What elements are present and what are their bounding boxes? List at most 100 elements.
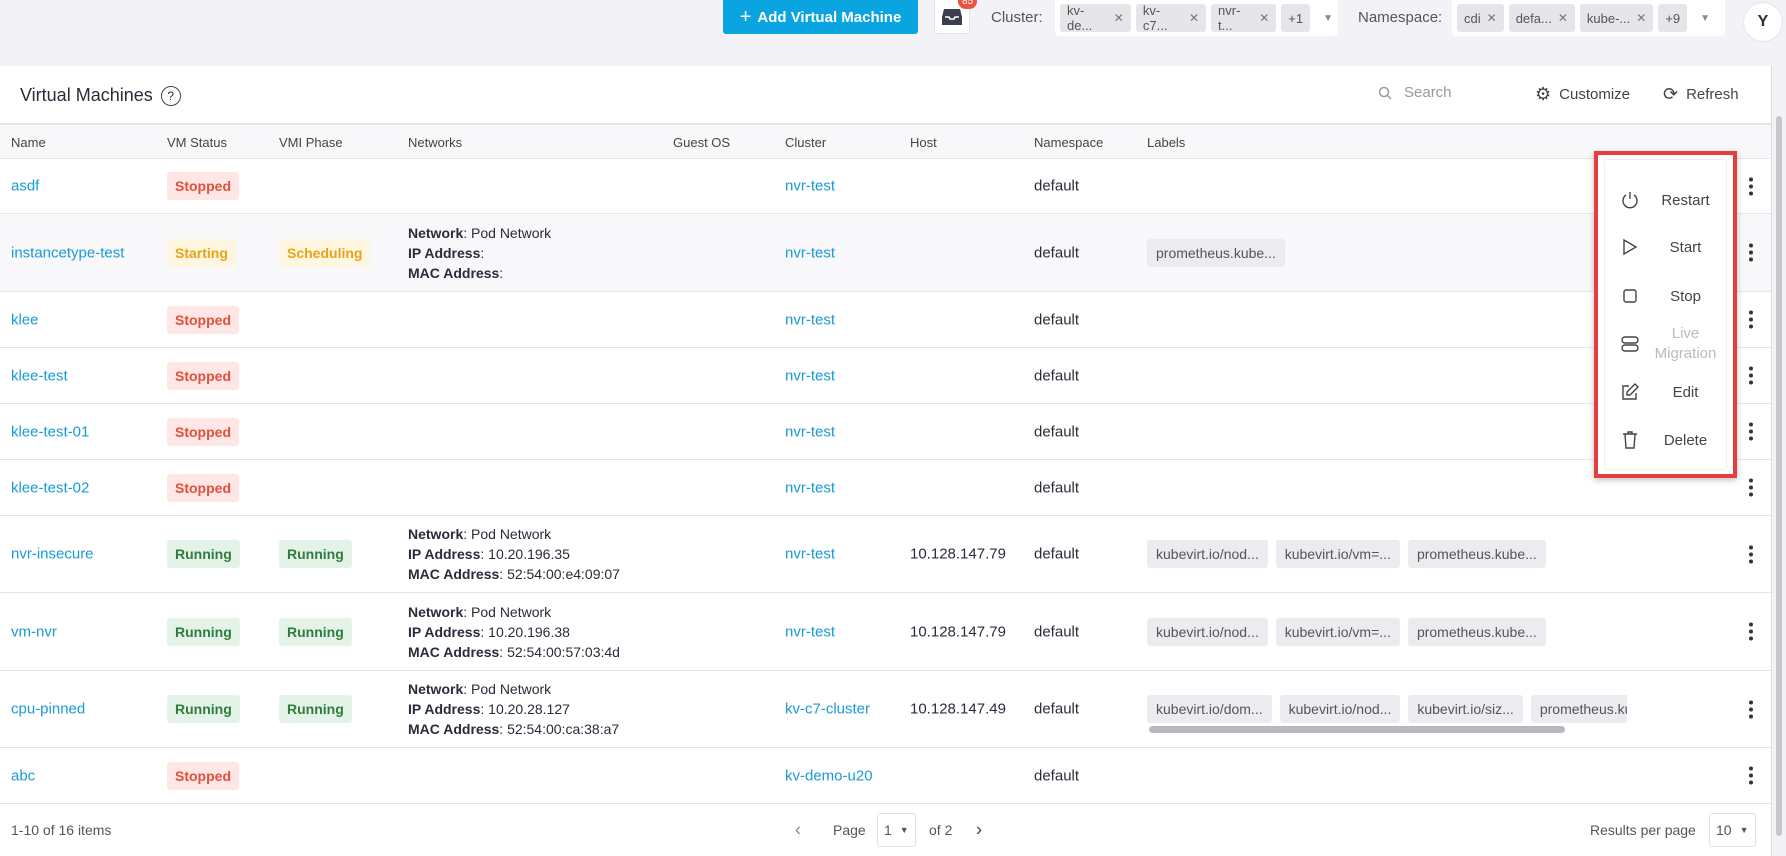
close-icon[interactable]: ✕	[1486, 11, 1497, 25]
menu-item-restart[interactable]: Restart	[1605, 176, 1726, 224]
vm-name-link[interactable]: klee-test	[11, 367, 68, 384]
menu-item-delete[interactable]: Delete	[1605, 416, 1726, 464]
more-chip[interactable]: +1	[1281, 4, 1311, 32]
vm-name-link[interactable]: instancetype-test	[11, 244, 125, 261]
column-header[interactable]: Cluster	[785, 135, 827, 150]
vm-name-link[interactable]: cpu-pinned	[11, 700, 86, 718]
vm-status-badge: Running	[167, 540, 240, 568]
cluster-link[interactable]: nvr-test	[785, 623, 836, 640]
customize-button[interactable]: ⚙ Customize	[1535, 84, 1630, 105]
add-virtual-machine-button[interactable]: + Add Virtual Machine	[723, 0, 918, 34]
vm-status-badge: Starting	[167, 238, 236, 267]
vm-name-link[interactable]: klee-test-01	[11, 423, 90, 440]
page-scrollbar[interactable]	[1771, 66, 1786, 856]
play-icon	[1619, 236, 1641, 258]
close-icon[interactable]: ✕	[1557, 11, 1568, 25]
user-avatar[interactable]: Y	[1743, 2, 1783, 42]
filter-chip[interactable]: kube-... ✕	[1579, 4, 1654, 32]
filter-chip[interactable]: defa... ✕	[1508, 4, 1575, 32]
column-header[interactable]: VM Status	[167, 135, 227, 150]
more-chip[interactable]: +9	[1658, 4, 1688, 32]
more-actions-icon[interactable]	[1749, 365, 1753, 386]
more-actions-icon[interactable]	[1749, 477, 1753, 498]
per-page-value: 10	[1716, 822, 1732, 838]
vm-name-link[interactable]: nvr-insecure	[11, 545, 94, 563]
cluster-link[interactable]: nvr-test	[785, 177, 836, 195]
scrollbar-thumb[interactable]	[1776, 116, 1782, 836]
menu-item-stop[interactable]: Stop	[1605, 272, 1726, 320]
column-header[interactable]: Namespace	[1034, 135, 1104, 150]
more-actions-icon[interactable]	[1749, 309, 1753, 330]
column-header[interactable]: VMI Phase	[279, 135, 343, 150]
close-icon[interactable]: ✕	[1636, 11, 1647, 25]
more-actions-icon[interactable]	[1749, 544, 1753, 565]
items-count: 1-10 of 16 items	[11, 822, 112, 838]
notifications-button[interactable]: 85	[934, 0, 978, 34]
table-row: abc Stopped kv-demo-u20 default	[0, 748, 1771, 804]
page-value: 1	[884, 822, 892, 838]
menu-item-edit[interactable]: Edit	[1605, 368, 1726, 416]
network-info: Network: Pod Network IP Address: 10.20.19…	[408, 524, 620, 584]
table-row: klee-test-02 Stopped nvr-test default	[0, 460, 1771, 516]
close-icon[interactable]: ✕	[1113, 11, 1124, 25]
prev-page-button[interactable]: ‹	[795, 819, 801, 840]
per-page-select[interactable]: 10 ▼	[1709, 813, 1756, 847]
cluster-link[interactable]: nvr-test	[785, 545, 836, 563]
cluster-link[interactable]: nvr-test	[785, 244, 836, 261]
vm-name-link[interactable]: abc	[11, 767, 36, 784]
network-value: 10.20.28.127	[488, 701, 570, 717]
close-icon[interactable]: ✕	[1259, 11, 1270, 25]
labels-scrollbar[interactable]	[1149, 725, 1565, 733]
cluster-link[interactable]: kv-demo-u20	[785, 767, 873, 784]
vm-name-link[interactable]: vm-nvr	[11, 623, 57, 640]
more-actions-icon[interactable]	[1749, 765, 1753, 786]
caret-down-icon[interactable]: ▼	[1323, 12, 1333, 24]
filter-chip[interactable]: kv-c7... ✕	[1135, 3, 1207, 33]
more-actions-icon[interactable]	[1749, 242, 1753, 263]
next-page-button[interactable]: ›	[976, 819, 982, 840]
menu-item-label: Restart	[1661, 191, 1710, 209]
column-header[interactable]: Labels	[1147, 135, 1186, 150]
caret-down-icon[interactable]: ▼	[1700, 12, 1711, 24]
vmi-phase-badge: Running	[279, 617, 352, 646]
cluster-link[interactable]: nvr-test	[785, 311, 836, 328]
network-line: IP Address: 10.20.196.38	[408, 623, 570, 640]
label-chip: prometheus.kube...	[1407, 617, 1546, 646]
help-icon[interactable]: ?	[160, 85, 181, 106]
page-select[interactable]: 1 ▼	[877, 813, 916, 847]
column-header[interactable]: Guest OS	[673, 135, 731, 150]
more-actions-icon[interactable]	[1749, 421, 1753, 442]
cluster-link[interactable]: nvr-test	[785, 423, 836, 440]
vm-name-link[interactable]: asdf	[11, 177, 40, 195]
filter-chip[interactable]: cdi ✕	[1457, 4, 1504, 32]
column-header[interactable]: Host	[910, 135, 937, 150]
vm-name-link[interactable]: klee-test-02	[11, 479, 90, 496]
vm-name-link[interactable]: klee	[11, 311, 39, 328]
filter-chip[interactable]: kv-de... ✕	[1060, 3, 1131, 33]
label-chip: prometheus.kube...	[1147, 238, 1285, 267]
label-chip: kubevirt.io/siz...	[1408, 695, 1523, 723]
more-actions-icon[interactable]	[1749, 621, 1753, 642]
more-actions-icon[interactable]	[1749, 176, 1753, 197]
more-actions-icon[interactable]	[1749, 699, 1753, 720]
table-header: Name VM Status VMI Phase Networks Guest OS Cl…	[0, 123, 1771, 159]
close-icon[interactable]: ✕	[1188, 11, 1200, 25]
menu-item-start[interactable]: Start	[1605, 223, 1726, 271]
cluster-link[interactable]: kv-c7-cluster	[785, 700, 871, 718]
column-header[interactable]: Networks	[408, 135, 463, 150]
chip-label: kube-...	[1586, 10, 1631, 26]
filter-chip[interactable]: nvr-t... ✕	[1211, 3, 1277, 33]
refresh-button[interactable]: ⟳ Refresh	[1663, 84, 1739, 105]
network-key: MAC Address	[408, 264, 500, 281]
customize-label: Customize	[1559, 86, 1630, 103]
cluster-link[interactable]: nvr-test	[785, 479, 836, 496]
cluster-link[interactable]: nvr-test	[785, 367, 836, 384]
cluster-filter[interactable]: kv-de... ✕ kv-c7... ✕ nvr-t... ✕ +1 ▼	[1055, 0, 1338, 36]
network-value: 10.20.196.38	[488, 623, 570, 640]
table-row: nvr-insecure Running Running Network: Pod N…	[0, 516, 1771, 593]
namespace-filter[interactable]: cdi ✕ defa... ✕ kube-... ✕ +9 ▼	[1452, 0, 1725, 36]
column-header[interactable]: Name	[11, 135, 46, 150]
network-line: Network: Pod Network	[408, 603, 552, 620]
search-input[interactable]: Search	[1378, 84, 1452, 101]
network-line: MAC Address: 52:54:00:ca:38:a7	[408, 721, 620, 737]
